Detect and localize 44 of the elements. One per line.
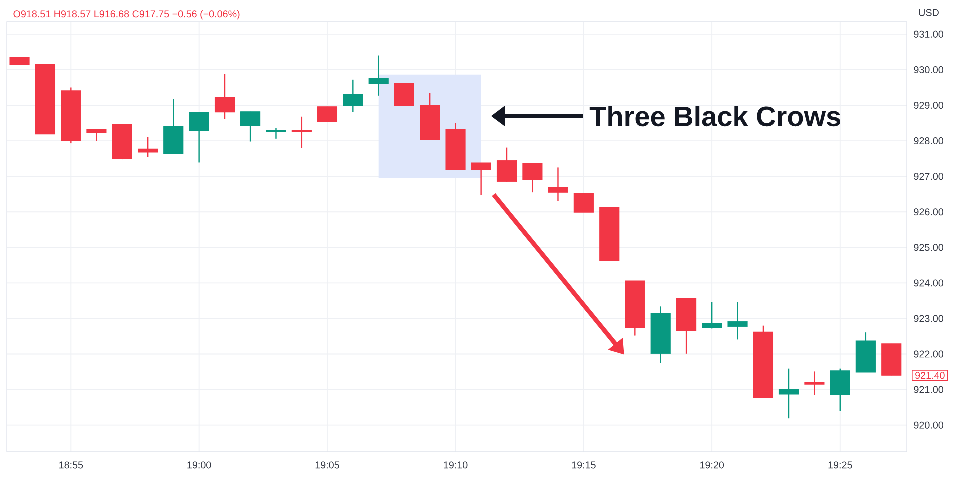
candlestick	[343, 79, 364, 113]
candlestick	[574, 193, 594, 213]
candlestick	[496, 147, 518, 183]
y-tick-label: 927.00	[914, 173, 944, 180]
y-tick-label: 925.00	[914, 244, 944, 252]
candlestick	[394, 83, 414, 106]
candlestick	[292, 116, 312, 149]
candlestick	[702, 301, 722, 330]
y-tick-label: 931.00	[914, 30, 944, 38]
y-tick-label: 920.00	[914, 422, 944, 429]
y-tick-label: 930.00	[914, 66, 944, 74]
candlestick	[778, 368, 800, 420]
candlestick	[830, 368, 850, 412]
x-tick-label: 19:00	[188, 462, 212, 469]
candlestick	[804, 371, 825, 396]
candlestick	[317, 106, 338, 122]
x-tick-label: 19:25	[828, 462, 852, 469]
y-tick-label: 929.00	[914, 102, 944, 110]
y-tick-label: 924.00	[914, 280, 944, 287]
candlestick	[471, 162, 492, 196]
x-tick-label: 19:15	[572, 462, 596, 469]
y-tick-label: 923.00	[914, 315, 944, 322]
candlestick	[86, 128, 107, 142]
candlestick	[138, 136, 158, 158]
candlestick	[522, 163, 543, 194]
x-tick-label: 19:05	[316, 462, 340, 469]
y-tick-label: 928.00	[914, 138, 944, 145]
candlestick	[240, 111, 261, 142]
candlestick	[728, 301, 748, 340]
x-tick-label: 19:10	[444, 462, 468, 469]
y-tick-label: 922.00	[914, 350, 944, 358]
y-axis-title: USD	[919, 9, 939, 16]
annotation: Three Black Crows	[590, 106, 840, 127]
candlestick	[189, 112, 210, 164]
candlestick	[266, 128, 286, 140]
x-tick-label: 18:55	[60, 462, 84, 469]
text: 921.40	[916, 372, 945, 380]
candlestick	[548, 167, 568, 202]
y-tick-label: 921.00	[914, 386, 944, 394]
candlestick	[214, 74, 236, 120]
candlestick	[368, 55, 389, 97]
text: O918.51 H918.57 L916.68 C917.75 −0.56 (−0.06%)	[14, 10, 240, 20]
y-tick-label: 926.00	[914, 208, 944, 216]
x-tick-label: 19:20	[700, 462, 724, 469]
